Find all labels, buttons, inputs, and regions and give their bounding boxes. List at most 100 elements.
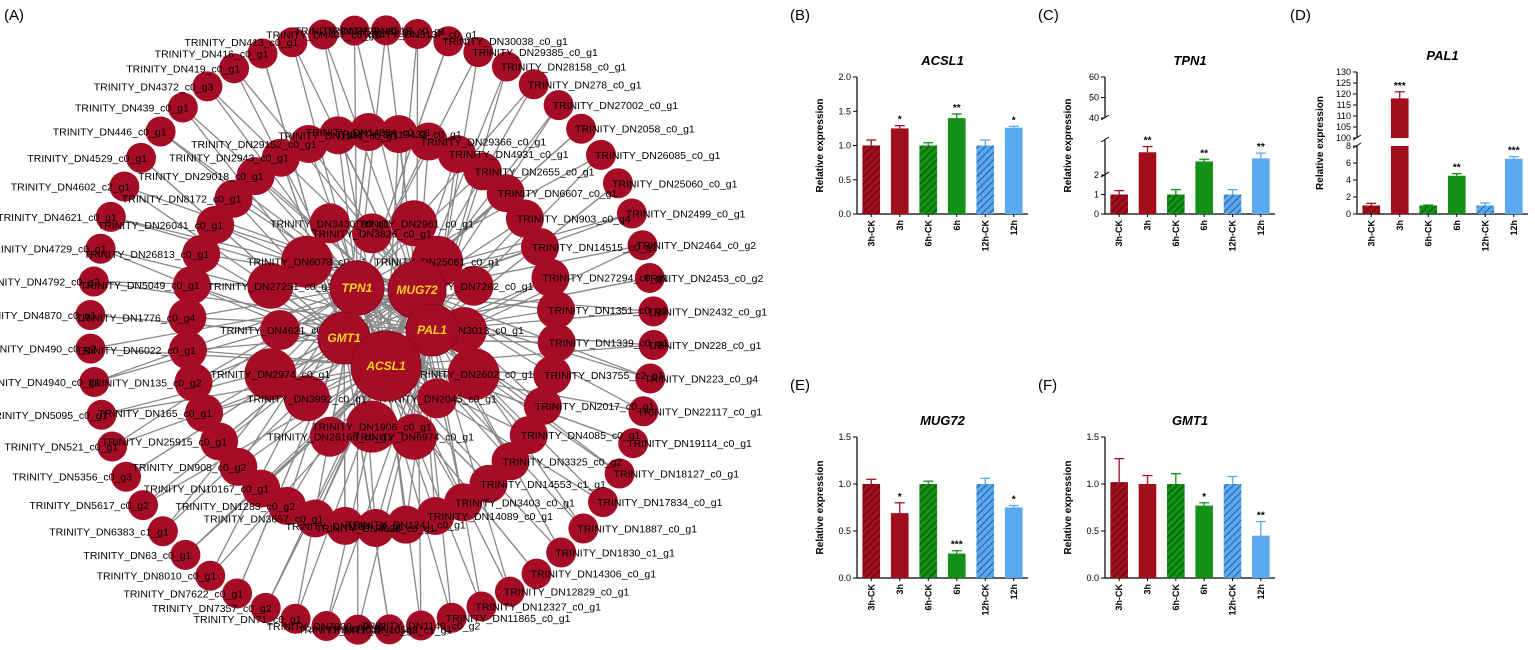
- outer-node-label: TRINITY_DN4940_c0_g1: [0, 377, 100, 389]
- network-node: [638, 329, 669, 360]
- network-node: [308, 19, 339, 50]
- outer-node-label: TRINITY_DN14306_c0_g1: [531, 569, 657, 581]
- hub-label-acsl1: ACSL1: [365, 359, 406, 373]
- network-node: [168, 298, 207, 337]
- x-tick-label: 12h: [1256, 584, 1266, 600]
- network-node: [170, 539, 201, 570]
- inner-node-label: TRINITY_DN6607_c0_g1: [498, 188, 618, 200]
- hub-node-acsl1: [350, 330, 422, 402]
- bar-6h-ck: [919, 484, 938, 578]
- x-tick-label: 12h-CK: [1480, 220, 1490, 252]
- network-node: [75, 300, 106, 331]
- network-node: [342, 614, 373, 645]
- y-axis-label: Relative expression: [1063, 461, 1074, 555]
- network-node: [635, 363, 666, 394]
- network-node: [79, 367, 110, 398]
- panel-label-c: (C): [1038, 7, 1059, 24]
- outer-node-label: TRINITY_DN28158_c0_g1: [501, 62, 627, 74]
- network-edge: [233, 67, 418, 291]
- outer-node-label: TRINITY_DN5095_c0_g1: [0, 410, 108, 422]
- network-edge: [187, 316, 433, 331]
- y-tick-label: 50: [1089, 93, 1099, 103]
- network-edge: [416, 289, 651, 380]
- outer-node-label: TRINITY_DN25060_c0_g1: [612, 178, 738, 190]
- outer-node-label: TRINITY_DN19114_c0_g1: [627, 438, 752, 450]
- hub-label-gmt1: GMT1: [327, 331, 361, 345]
- network-node: [244, 348, 297, 401]
- core-node-label: TRINITY_DN27251_c0_g1: [208, 281, 334, 293]
- y-tick-label: 6: [1346, 158, 1351, 168]
- significance-mark: ***: [1508, 146, 1520, 157]
- y-tick-label: 2.0: [838, 72, 851, 82]
- inner-node-label: TRINITY_DN2017_c0_g1: [535, 401, 655, 413]
- outer-node-label: TRINITY_DN63_c0_g1: [83, 550, 191, 562]
- x-tick-label: 3h-CK: [1114, 584, 1124, 611]
- outer-node-label: TRINITY_DN2058_c0_g1: [575, 124, 695, 136]
- y-tick-label: 1: [1094, 190, 1099, 200]
- x-tick-label: 3h-CK: [866, 220, 876, 247]
- x-tick-label: 6h: [1199, 220, 1209, 231]
- network-edge: [191, 284, 345, 339]
- panel-label-b: (B): [790, 7, 810, 24]
- significance-mark: *: [1012, 495, 1016, 506]
- y-tick-label: 0: [1094, 209, 1099, 219]
- core-node-label: TRINITY_DN3826_c0_g1: [312, 228, 432, 240]
- network-panel: (A) TRINITY_DN3515_c0_g1TRINITY_DN3137_c…: [0, 7, 767, 645]
- significance-mark: **: [1257, 511, 1265, 522]
- network-node: [628, 396, 659, 427]
- y-tick-label: 1.5: [838, 432, 851, 442]
- network-node: [75, 333, 106, 364]
- network-node: [463, 37, 494, 68]
- y-tick-label: 0.0: [838, 209, 851, 219]
- network-node: [391, 200, 438, 247]
- network-node: [546, 537, 577, 568]
- inner-node-label: TRINITY_DN2943_c0_g1: [169, 153, 289, 165]
- bar-3h-ck: [862, 145, 881, 214]
- network-edge: [142, 365, 387, 506]
- x-tick-label: 12h: [1256, 220, 1266, 236]
- inner-node-label: TRINITY_DN14884_c0_g1: [306, 127, 432, 139]
- chart-acsl1: (B) ACSL1 Relative expression 0.0 0.5 1.0 1.5…: [790, 7, 1028, 252]
- bar-6h: [947, 118, 966, 214]
- y-axis-label: Relative expression: [1315, 96, 1326, 190]
- network-node: [433, 26, 464, 57]
- inner-node-label: TRINITY_DN29018_c0_g1: [138, 171, 264, 183]
- hub-label-mug72: MUG72: [396, 283, 438, 297]
- y-tick-label: 0: [1346, 209, 1351, 219]
- chart-mug72: (E) MUG72 Relative expression 0.0 0.5 1.0 1.5…: [790, 377, 1028, 616]
- y-tick-label: 1.0: [1086, 479, 1099, 489]
- axis-break-mark: [1100, 136, 1110, 143]
- network-node: [634, 262, 665, 293]
- inner-node-label: TRINITY_DN1776_c0_g4: [76, 312, 196, 324]
- bar-3h-ck: [1110, 482, 1128, 578]
- outer-node-label: TRINITY_DN419_c0_g1: [126, 63, 240, 75]
- x-tick-label: 6h-CK: [1423, 220, 1433, 247]
- x-tick-label: 6h-CK: [1171, 584, 1181, 611]
- outer-node-label: TRINITY_DN17834_c0_g1: [597, 497, 723, 509]
- network-node: [349, 113, 388, 152]
- inner-node-label: TRINITY_DN27294_c0_g1: [542, 273, 668, 285]
- x-tick-label: 6h: [952, 584, 962, 595]
- significance-mark: *: [898, 492, 902, 503]
- outer-node-label: TRINITY_DN4870_c0_g1: [0, 310, 96, 322]
- network-labels: TRINITY_DN3515_c0_g1TRINITY_DN3137_c0_g1…: [0, 25, 767, 636]
- network-node: [356, 508, 395, 547]
- network-node: [447, 348, 500, 401]
- network-node: [85, 233, 116, 264]
- bar-12h: [1004, 507, 1023, 578]
- significance-mark: **: [1200, 148, 1208, 159]
- network-node: [453, 265, 494, 306]
- outer-node-label: TRINITY_DN2499_c0_g1: [626, 209, 746, 221]
- network-node: [543, 90, 574, 121]
- y-axis-label: Relative expression: [1063, 99, 1074, 193]
- network-node: [523, 387, 562, 426]
- core-node-label: TRINITY_DN2974_c0_g1: [211, 369, 331, 381]
- inner-node-label: TRINITY_DN26041_c0_g1: [98, 220, 224, 232]
- network-node: [195, 560, 226, 591]
- outer-node-label: TRINITY_DN407_c0_g1: [266, 30, 380, 42]
- x-tick-label: 3h-CK: [1366, 220, 1376, 247]
- network-node: [126, 142, 157, 173]
- network-node: [602, 168, 633, 199]
- inner-node-label: TRINITY_DN29152_c0_g1: [191, 139, 317, 151]
- network-node: [386, 505, 425, 544]
